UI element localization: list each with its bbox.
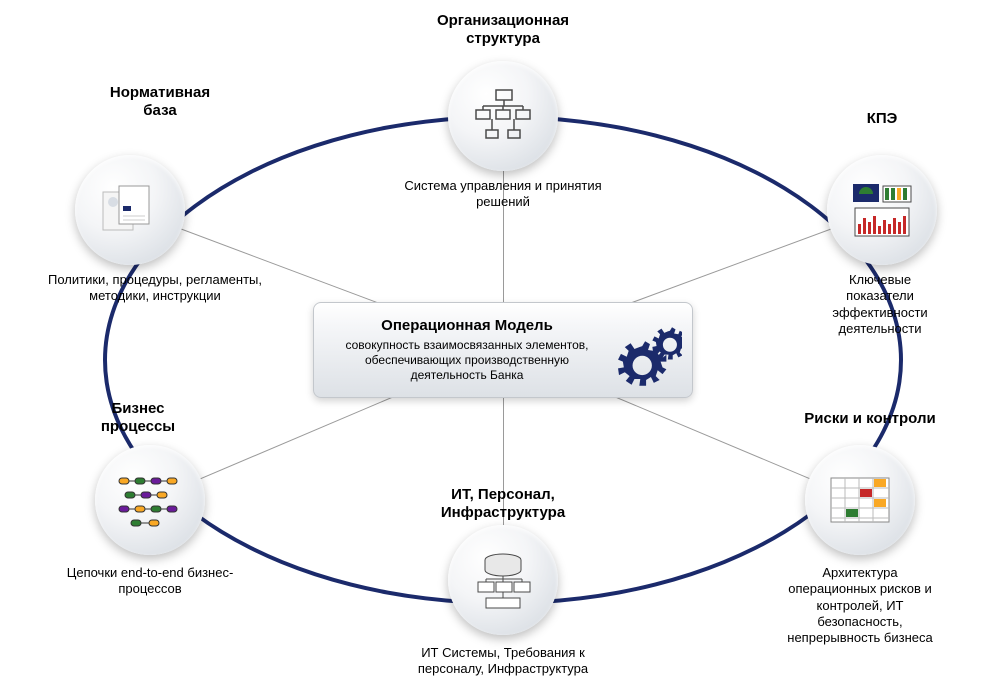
dashboard-icon <box>847 175 917 245</box>
diagram-canvas: Операционная Модель совокупность взаимос… <box>0 0 1007 685</box>
node-title-kpi: КПЭ <box>867 110 898 128</box>
node-org-structure <box>448 61 558 171</box>
documents-icon <box>95 175 165 245</box>
processflow-icon <box>115 465 185 535</box>
node-title-business-processes: Бизнес процессы <box>101 400 175 436</box>
node-caption-business-processes: Цепочки end-to-end бизнес- процессов <box>67 565 234 598</box>
node-caption-org-structure: Система управления и принятия решений <box>404 178 601 211</box>
node-title-regulatory-base: Нормативная база <box>110 84 210 120</box>
center-subtitle: совокупность взаимосвязанных элементов, … <box>332 338 602 383</box>
riskgrid-icon <box>825 465 895 535</box>
node-title-it-personnel: ИТ, Персонал, Инфраструктура <box>441 486 565 522</box>
node-risks <box>805 445 915 555</box>
node-caption-regulatory-base: Политики, процедуры, регламенты, методик… <box>48 272 262 305</box>
node-caption-it-personnel: ИТ Системы, Требования к персоналу, Инфр… <box>418 645 588 678</box>
orgchart-icon <box>468 81 538 151</box>
center-title: Операционная Модель <box>332 317 602 334</box>
node-regulatory-base <box>75 155 185 265</box>
node-title-org-structure: Организационная структура <box>437 12 569 48</box>
center-panel: Операционная Модель совокупность взаимос… <box>313 302 693 398</box>
node-kpi <box>827 155 937 265</box>
node-caption-risks: Архитектура операционных рисков и контро… <box>787 565 934 646</box>
node-caption-kpi: Ключевые показатели эффективности деятел… <box>817 272 944 337</box>
itstack-icon <box>468 545 538 615</box>
node-business-processes <box>95 445 205 555</box>
node-title-risks: Риски и контроли <box>804 410 935 428</box>
node-it-personnel <box>448 525 558 635</box>
gears-icon <box>604 309 682 392</box>
